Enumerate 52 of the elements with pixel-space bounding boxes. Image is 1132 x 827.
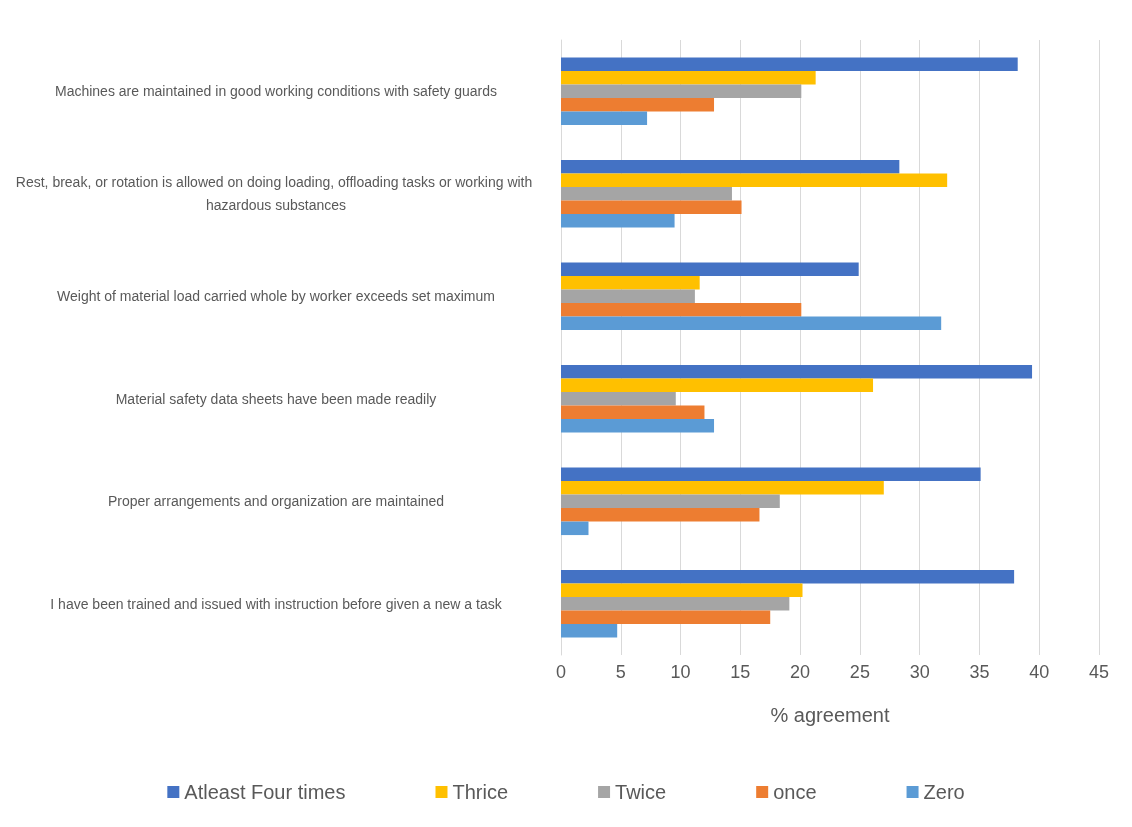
bar [561, 419, 715, 433]
y-tick-label: I have been trained and issued with instruction before given a new a task [50, 595, 503, 612]
bar [561, 159, 900, 174]
x-tick-label: 5 [615, 662, 626, 682]
bar [561, 98, 715, 112]
y-tick-label: Rest, break, or rotation is allowed on doing loading, offloading tasks or working with hazardous substances [15, 174, 537, 214]
x-tick-label: 35 [969, 662, 990, 682]
bar [561, 70, 816, 85]
bar [561, 200, 742, 215]
x-tick-label: 0 [555, 662, 567, 682]
bar [561, 303, 802, 317]
x-tick-label: 40 [1029, 662, 1050, 682]
x-tick-label: 10 [670, 662, 691, 682]
bar [561, 583, 803, 597]
legend-label: Atleast Four times [184, 781, 346, 803]
bar [561, 624, 618, 638]
bar [561, 57, 1018, 71]
bar [561, 316, 942, 331]
x-tick-label: 30 [909, 662, 930, 682]
x-tick-label: 25 [849, 662, 870, 682]
legend-label: Twice [615, 781, 667, 803]
bar [561, 84, 802, 99]
bar [561, 467, 981, 481]
bar [561, 378, 874, 392]
bar [561, 610, 771, 625]
bar [561, 508, 760, 522]
bar [561, 214, 675, 228]
bar [561, 186, 732, 201]
bar [561, 391, 676, 406]
y-tick-label: Material safety data sheets have been made readily [115, 390, 437, 407]
legend-label: once [773, 781, 817, 803]
x-axis-title: % agreement [770, 704, 890, 726]
legend-label: Thrice [452, 781, 509, 803]
bar [561, 173, 948, 187]
legend-label: Zero [923, 781, 965, 803]
bar [561, 405, 705, 420]
bar [561, 364, 1033, 379]
x-tick-label: 15 [730, 662, 751, 682]
bar [561, 275, 700, 290]
bar [561, 521, 589, 536]
y-tick-label: Weight of material load carried whole by worker exceeds set maximum [57, 288, 495, 305]
y-tick-label: Proper arrangements and organization are maintained [107, 493, 445, 510]
bar [561, 596, 790, 611]
bar [561, 111, 648, 126]
bar [561, 494, 780, 509]
x-tick-label: 20 [790, 662, 811, 682]
x-tick-label: 45 [1088, 662, 1110, 682]
bar [561, 289, 695, 304]
y-tick-label: Machines are maintained in good working conditions with safety guards [54, 83, 498, 100]
bar [561, 569, 1015, 584]
bar [561, 262, 859, 276]
bar [561, 480, 884, 495]
